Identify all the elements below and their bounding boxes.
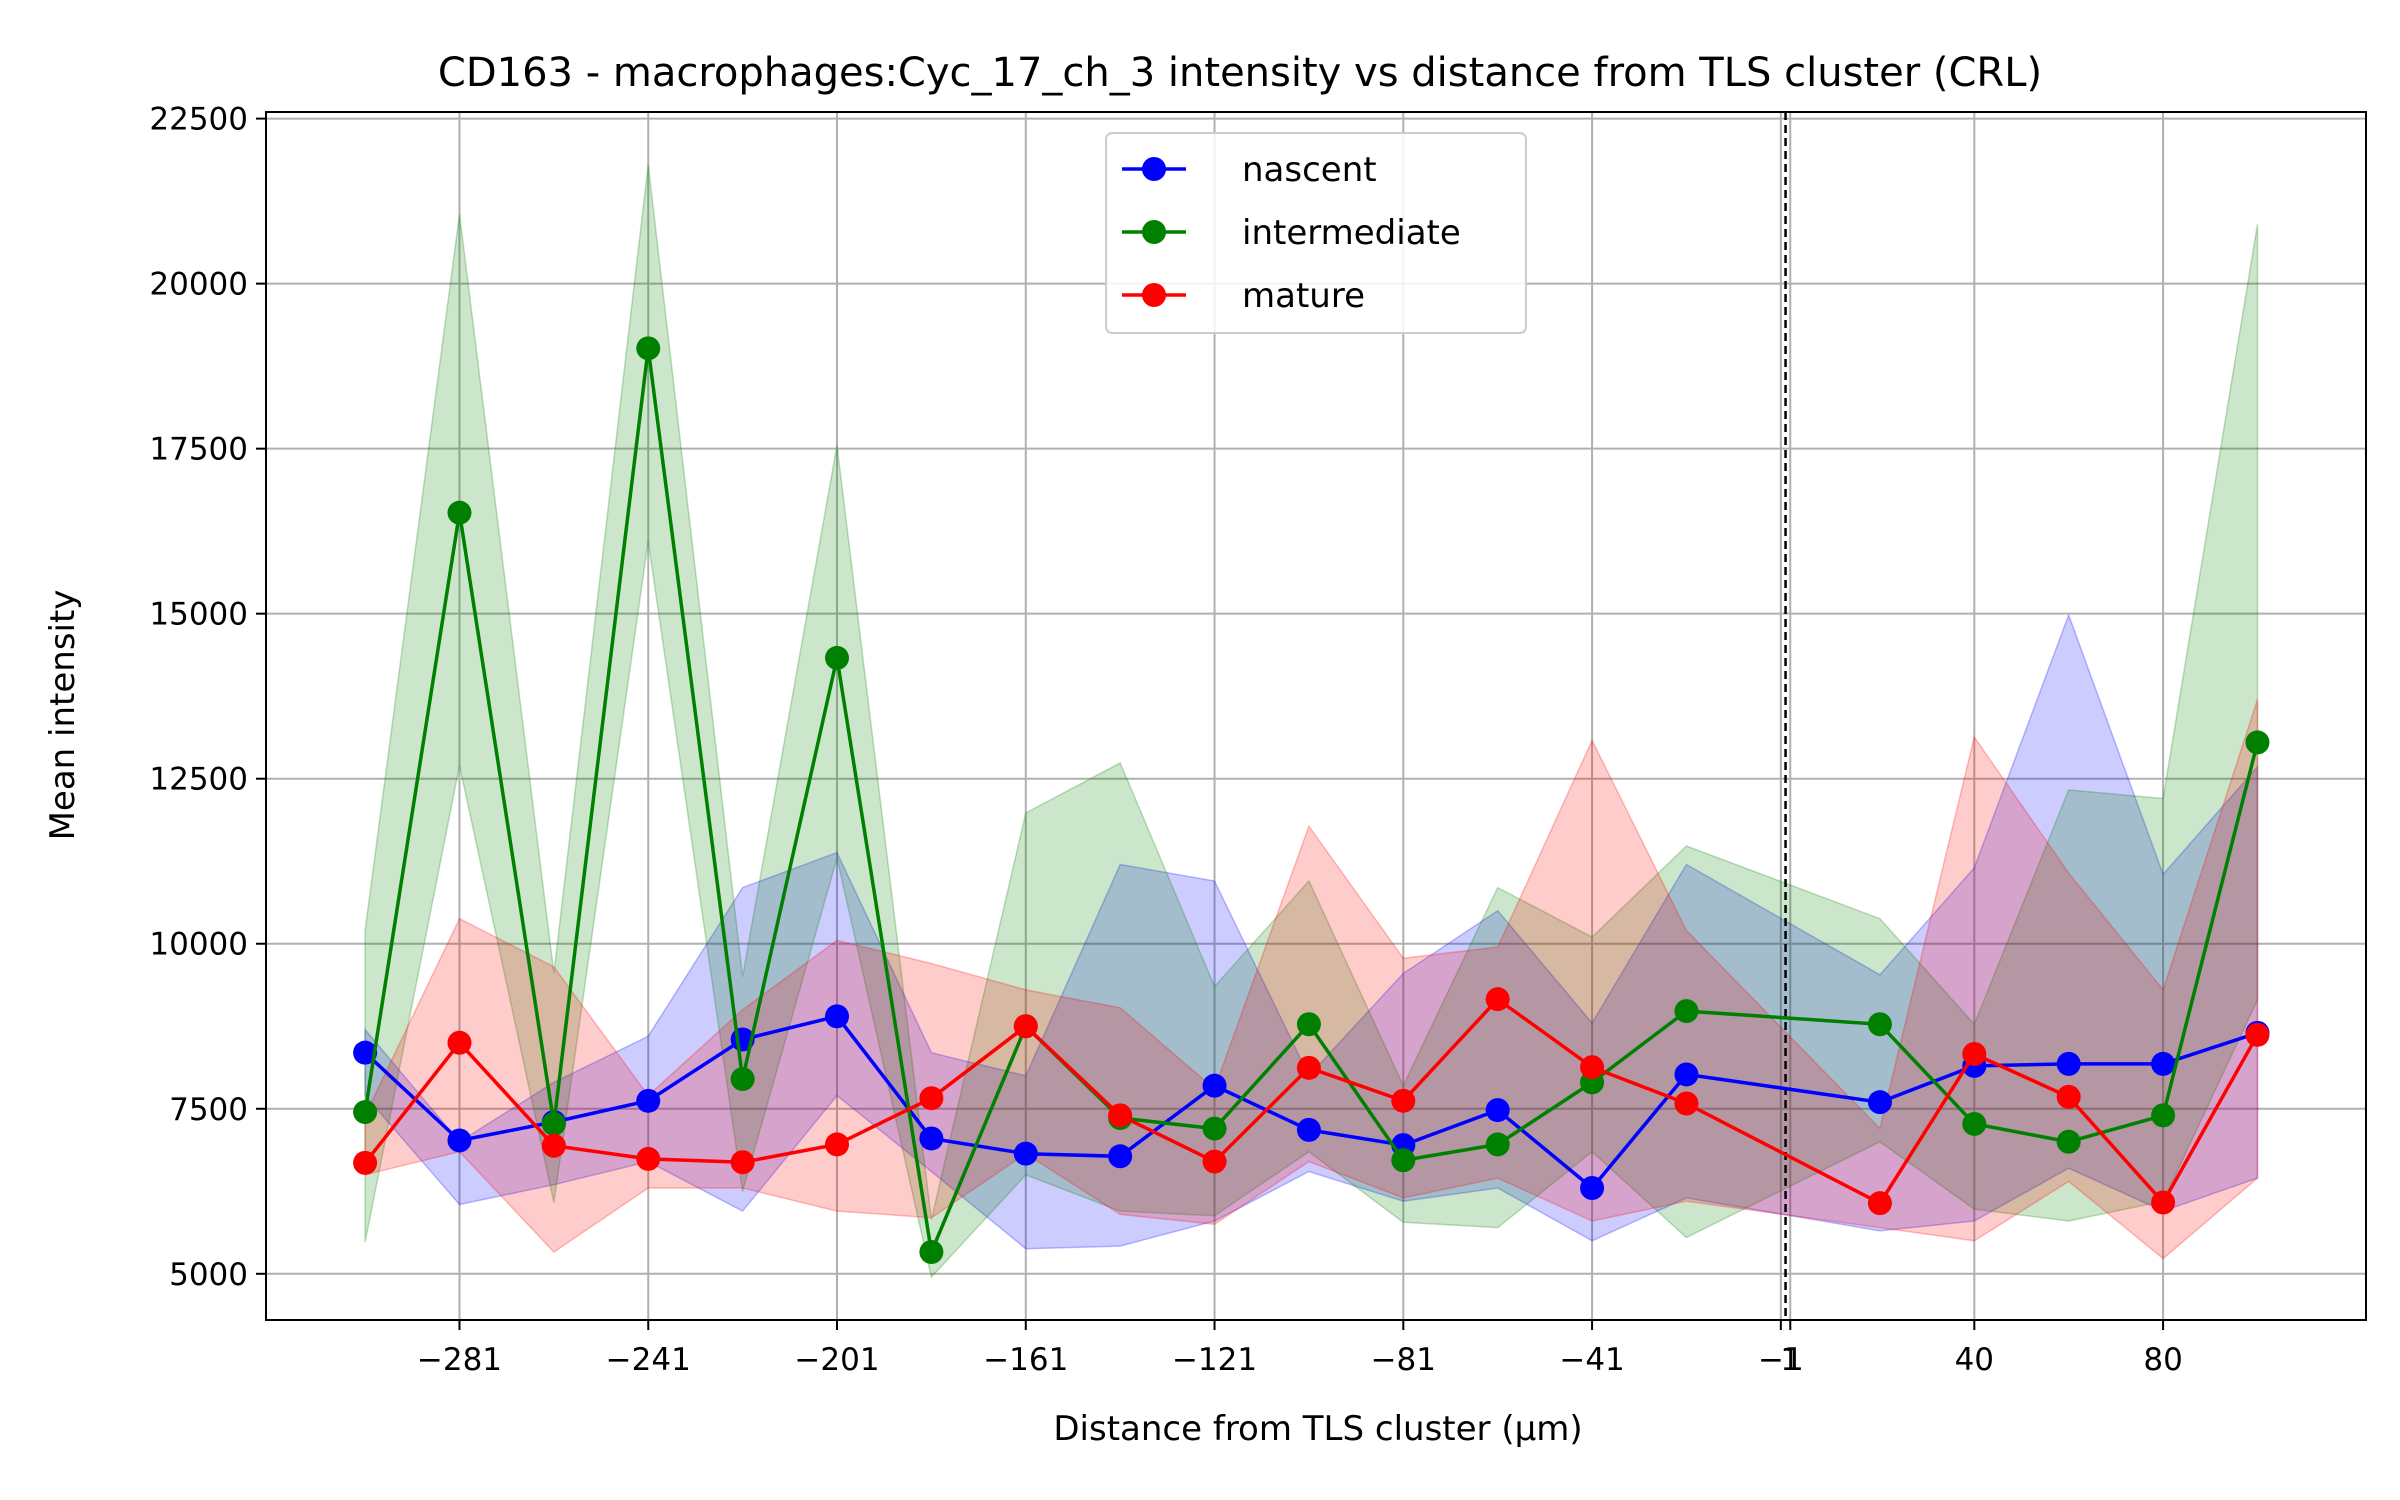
intermediate-line [363,348,2260,1259]
nascent-point [1485,1098,1510,1123]
intermediate-point [447,500,472,525]
intermediate-point [541,1111,566,1136]
nascent-point [1674,1062,1699,1087]
intermediate-point [2056,1129,2081,1154]
mature-point [353,1150,378,1175]
mature-point [636,1146,661,1171]
mature-point [1674,1091,1699,1116]
y-tick-label: 7500 [169,1092,248,1128]
legend: nascent intermediate mature [1105,132,1527,334]
nascent-point [825,1004,850,1029]
intermediate-point [1962,1111,1987,1136]
intermediate-point [1296,1012,1321,1037]
x-tick-label: −281 [417,1342,502,1378]
mature-point [2151,1190,2176,1215]
x-tick-label: −41 [1559,1342,1624,1378]
nascent-point [1202,1073,1227,1098]
intermediate-point [1867,1012,1892,1037]
x-tick-label: −241 [606,1342,691,1378]
legend-swatch-marker [1142,220,1166,244]
y-tick-label: 10000 [149,927,248,963]
mature-point [1296,1055,1321,1080]
mature-point [447,1030,472,1055]
legend-label: mature [1242,276,1365,316]
y-tick-label: 22500 [149,102,248,138]
nascent-line [363,1014,2259,1191]
intermediate-point [1674,999,1699,1024]
x-tick-label: 1 [1780,1342,1800,1378]
nascent-point [1108,1144,1133,1169]
mature-point [1202,1149,1227,1174]
y-tick-label: 20000 [149,267,248,303]
y-tick-label: 17500 [149,432,248,468]
mature-point [1485,987,1510,1012]
mature-point [2245,1022,2270,1047]
x-tick-label: −161 [983,1342,1068,1378]
nascent-point [2151,1051,2176,1076]
mature-point [919,1086,944,1111]
intermediate-point [730,1067,755,1092]
intermediate-point [919,1240,944,1265]
intermediate-point [353,1100,378,1125]
mature-point [1108,1103,1133,1128]
nascent-point [447,1128,472,1153]
nascent-point [353,1040,378,1065]
y-tick-label: 15000 [149,597,248,633]
legend-label: intermediate [1242,213,1461,253]
nascent-point [1867,1090,1892,1115]
intermediate-point [636,336,661,361]
intermediate-point [2151,1103,2176,1128]
intermediate-point [1391,1148,1416,1173]
intermediate-point [1485,1132,1510,1157]
mature-point [1580,1055,1605,1080]
intermediate-point [1202,1116,1227,1141]
y-axis-ticks: 5000 7500 10000 12500 15000 17500 20000 22500 [149,102,266,1293]
mature-line [363,996,2260,1206]
plot-frame [265,111,2367,1321]
y-axis-label: Mean intensity [43,590,83,841]
x-tick-label: 40 [1955,1342,1994,1378]
nascent-point [636,1088,661,1113]
y-tick-label: 5000 [169,1257,248,1293]
nascent-point [1013,1141,1038,1166]
mature-point [730,1150,755,1175]
x-axis-label: Distance from TLS cluster (μm) [1053,1409,1582,1449]
x-tick-label: −121 [1172,1342,1257,1378]
nascent-point [1580,1175,1605,1200]
y-tick-label: 12500 [149,762,248,798]
x-tick-label: −81 [1371,1342,1436,1378]
legend-box [1105,132,1527,334]
mature-point [2056,1084,2081,1109]
x-axis-ticks: −281 −241 −201 −161 −121 −81 −41 −11 40 80 [417,1320,2183,1378]
x-tick-label: 80 [2143,1342,2182,1378]
mature-point [1962,1041,1987,1066]
legend-label: nascent [1242,150,1377,190]
intermediate-point [825,645,850,670]
mature-point [825,1132,850,1157]
series-lines [353,336,2270,1265]
mature-point [1867,1191,1892,1216]
mature-point [541,1133,566,1158]
mature-point [1391,1088,1416,1113]
chart-title: CD163 - macrophages:Cyc_17_ch_3 intensit… [438,50,2042,96]
nascent-point [919,1126,944,1151]
x-tick-label: −1 [1758,1342,1804,1378]
mature-point [1013,1014,1038,1039]
nascent-point [1296,1117,1321,1142]
legend-swatch-marker [1142,157,1166,181]
intermediate-point [2245,730,2270,755]
nascent-point [2056,1051,2081,1076]
legend-swatch-marker [1142,283,1166,307]
x-tick-label: −201 [794,1342,879,1378]
